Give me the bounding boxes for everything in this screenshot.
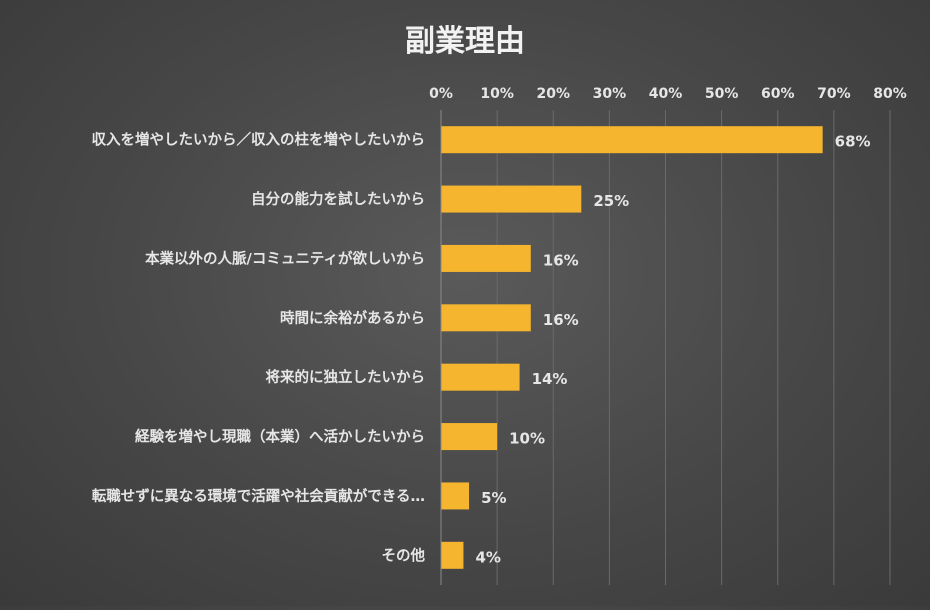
category-label: 収入を増やしたいから／収入の柱を増やしたいから [92, 131, 426, 149]
category-label: 本業以外の人脈/コミュニティが欲しいから [145, 249, 425, 267]
x-tick-label: 60% [761, 86, 795, 102]
value-label: 10% [509, 430, 545, 448]
category-label: その他 [382, 546, 426, 564]
x-axis-ticks: 0% 10% 20% 30% 40% 50% 60% 70% 80% [429, 86, 907, 102]
x-tick-label: 70% [817, 86, 851, 102]
gridlines [496, 110, 891, 585]
bar [441, 541, 464, 569]
bar [441, 304, 531, 332]
value-label: 14% [532, 370, 568, 388]
x-tick-label: 40% [649, 86, 683, 102]
x-tick-label: 10% [480, 86, 514, 102]
bar [441, 482, 470, 510]
category-labels: 収入を増やしたいから／収入の柱を増やしたいから自分の能力を試したいから本業以外の… [92, 131, 426, 565]
value-label: 68% [835, 133, 871, 151]
bars [441, 126, 823, 569]
value-label: 25% [593, 192, 629, 210]
category-label: 将来的に独立したいから [266, 368, 426, 386]
x-tick-label: 50% [705, 86, 739, 102]
value-label: 16% [543, 251, 579, 269]
category-label: 自分の能力を試したいから [251, 190, 425, 208]
x-tick-label: 20% [536, 86, 570, 102]
category-label: 経験を増やし現職（本業）へ活かしたいから [135, 428, 425, 446]
category-label: 転職せずに異なる環境で活躍や社会貢献ができる… [92, 487, 425, 505]
value-label: 16% [543, 311, 579, 329]
category-label: 時間に余裕があるから [280, 309, 425, 327]
bar [441, 244, 531, 272]
chart-title: 副業理由 [405, 24, 525, 59]
bar [441, 363, 520, 391]
value-label: 5% [481, 489, 506, 507]
bar [441, 126, 823, 154]
x-tick-label: 30% [593, 86, 627, 102]
value-label: 4% [475, 548, 500, 566]
bar [441, 185, 582, 213]
x-tick-label: 80% [873, 86, 907, 102]
x-tick-label: 0% [429, 86, 453, 102]
bar [441, 423, 498, 451]
value-labels: 68% 25% 16% 16% 14% 10% 5% 4% [475, 133, 870, 567]
